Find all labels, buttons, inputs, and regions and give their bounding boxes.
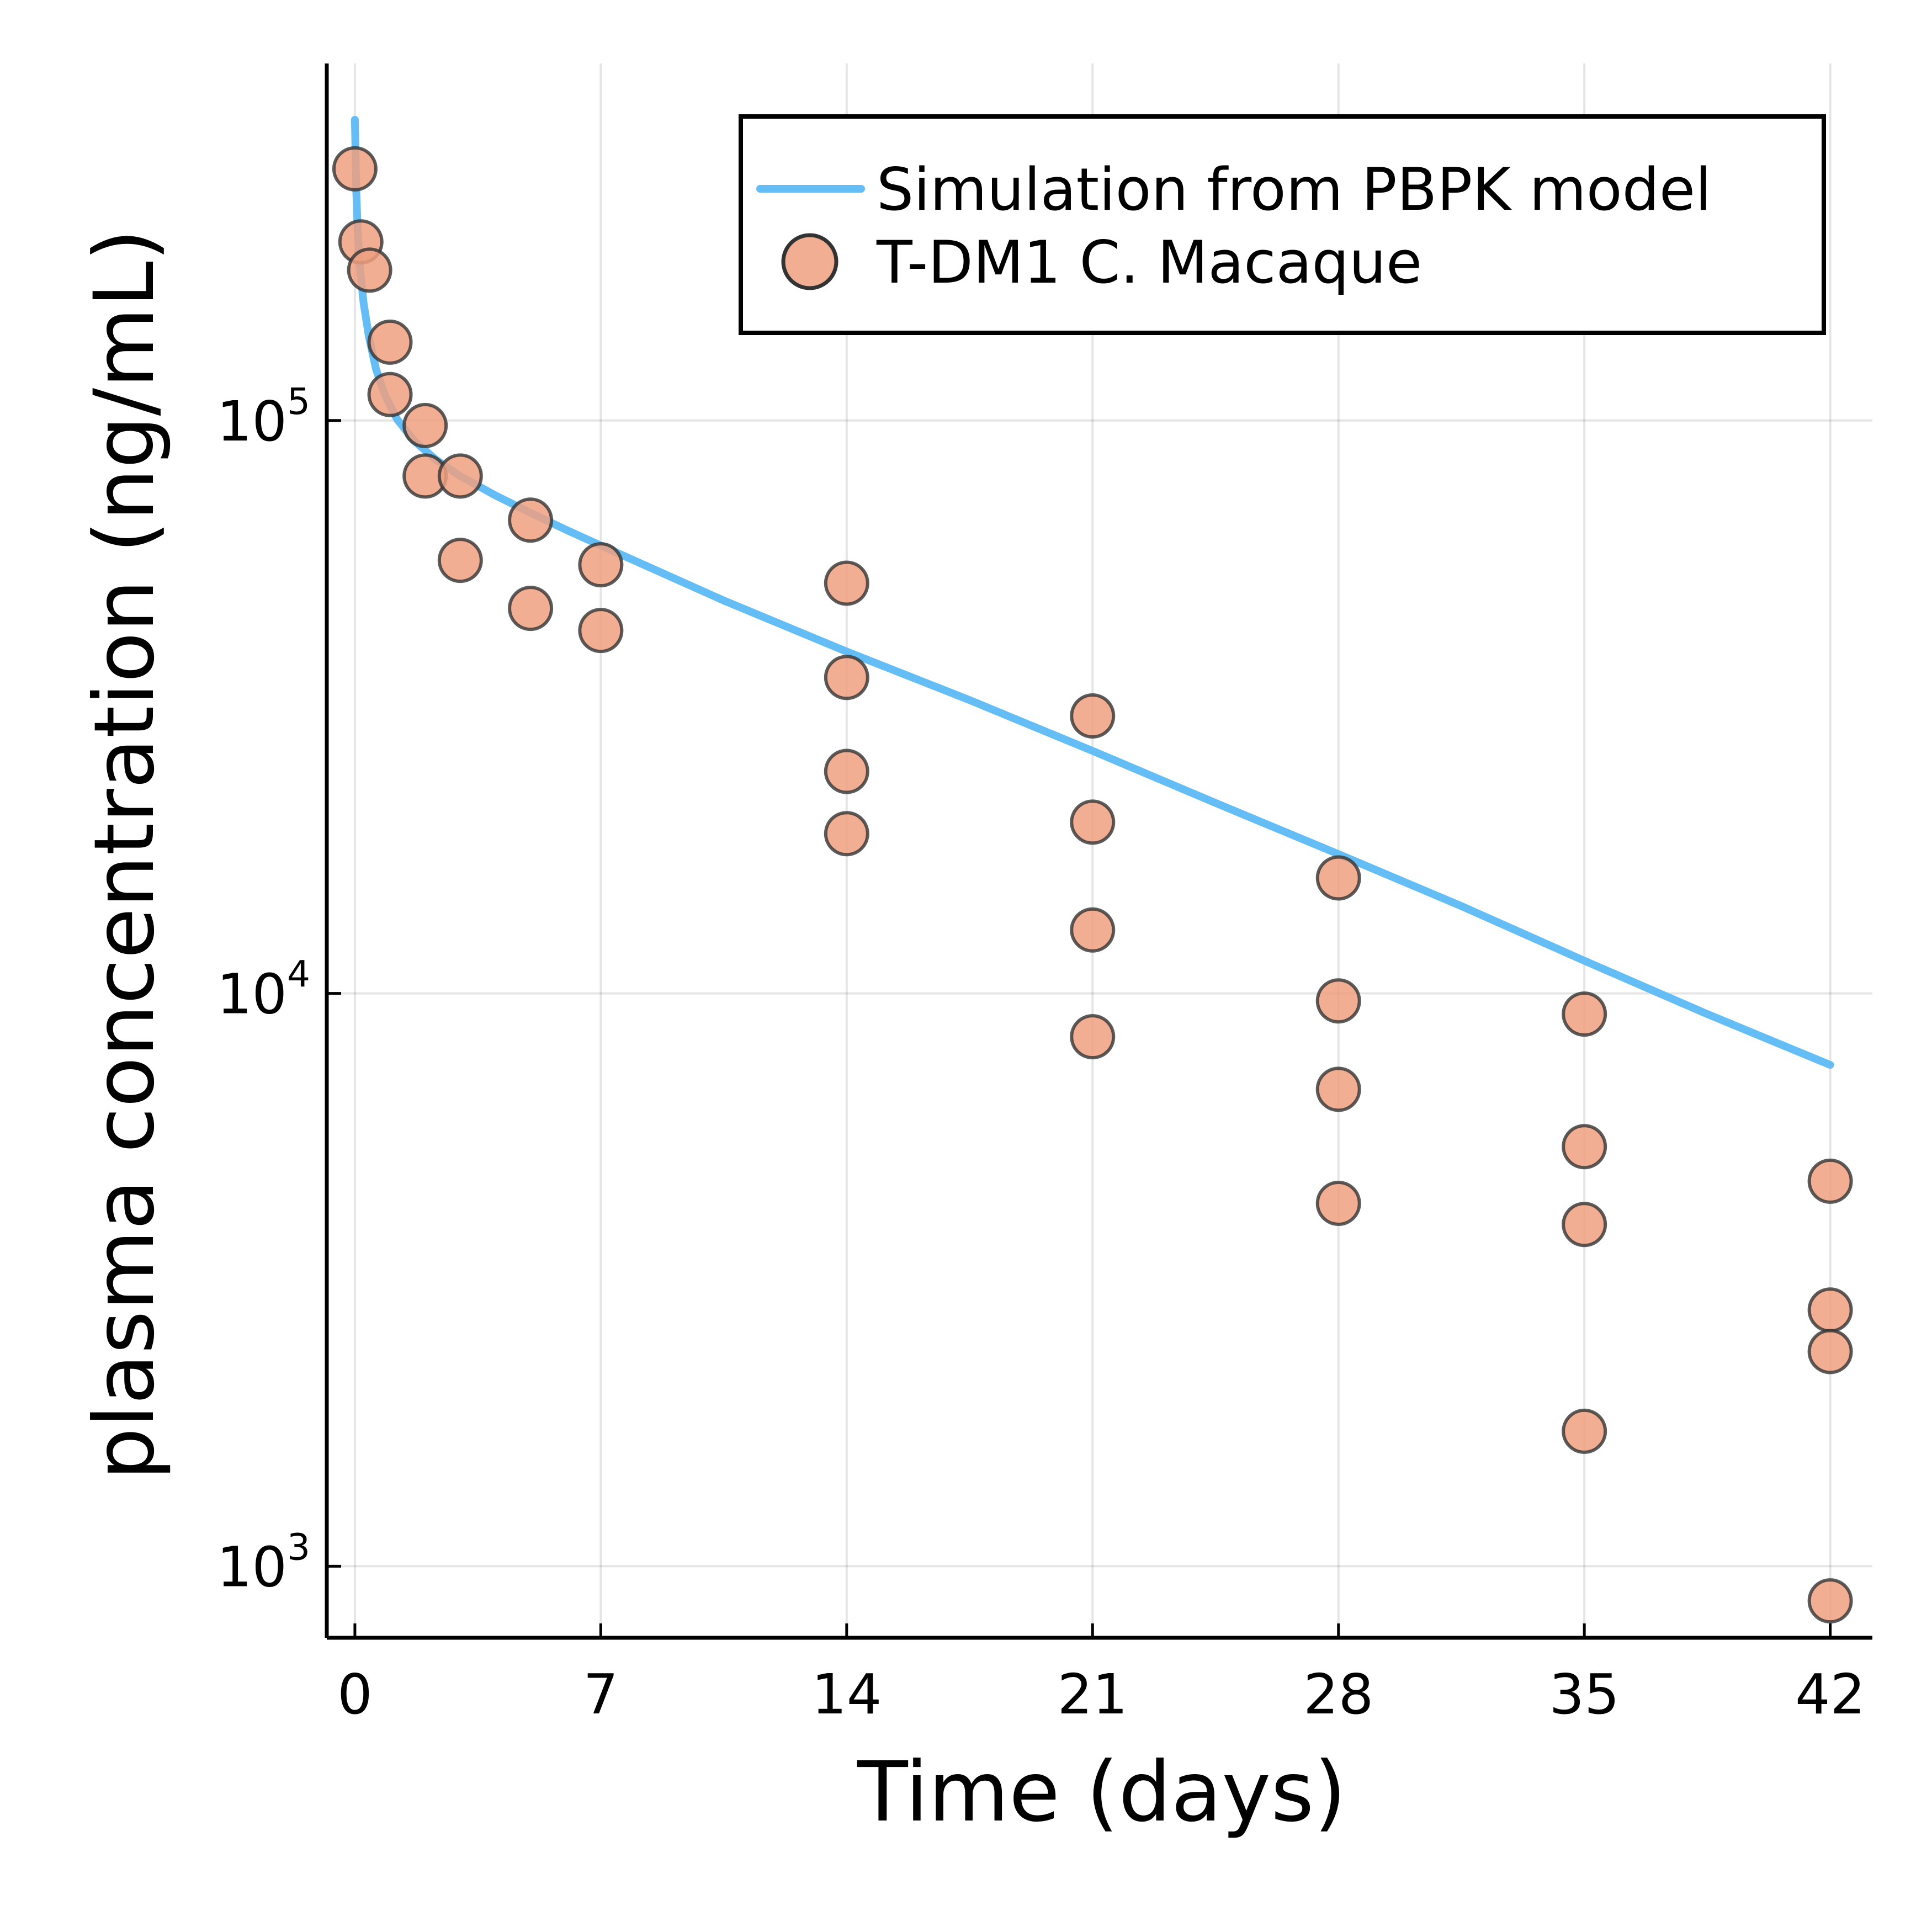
y-tick-base: 10: [217, 962, 287, 1027]
x-tick-label: 35: [1549, 1662, 1620, 1727]
data-point: [402, 402, 448, 448]
y-tick-label: 104: [217, 953, 310, 1027]
data-point: [508, 497, 554, 543]
legend-box: [739, 114, 1826, 335]
data-point: [437, 538, 483, 583]
legend-marker-swatch: [781, 233, 838, 290]
x-tick-label: 14: [811, 1662, 882, 1727]
data-point: [1315, 1066, 1361, 1112]
x-tick-label: 28: [1303, 1662, 1373, 1727]
data-point: [824, 560, 869, 606]
x-axis-title: Time (days): [857, 1744, 1346, 1840]
x-tick-label: 42: [1795, 1662, 1865, 1727]
series-line-layer: [351, 115, 1834, 1069]
data-point: [578, 608, 624, 654]
data-point: [824, 655, 869, 700]
simulation-line: [351, 115, 1834, 1069]
x-tick-label: 7: [583, 1662, 619, 1727]
data-point: [1070, 693, 1116, 739]
axes: [325, 63, 1872, 1640]
legend-label-simulation: Simulation from PBPK model: [877, 156, 1712, 224]
y-tick-label: 105: [217, 380, 310, 454]
data-point: [1562, 1202, 1607, 1248]
data-point: [367, 319, 413, 365]
data-point: [1807, 1578, 1853, 1624]
data-point: [1315, 978, 1361, 1024]
data-point: [347, 247, 392, 293]
x-tick-label: 0: [337, 1662, 373, 1727]
scatter-point-layer: [332, 146, 1853, 1624]
x-tick-label: 21: [1058, 1662, 1128, 1727]
data-point: [1807, 1158, 1853, 1204]
y-tick-exponent: 4: [287, 953, 310, 996]
data-point: [1562, 1124, 1607, 1170]
legend: Simulation from PBPK model T-DM1 C. Maca…: [739, 114, 1826, 335]
data-point: [578, 542, 624, 588]
data-point: [367, 371, 413, 417]
y-axis-title: plasma concentration (ng/mL): [77, 229, 173, 1480]
data-point: [437, 453, 483, 499]
data-point: [332, 146, 378, 192]
y-tick-base: 10: [217, 389, 287, 454]
y-tick-label: 103: [217, 1526, 310, 1599]
y-tick-exponent: 5: [287, 380, 310, 423]
data-point: [1807, 1329, 1853, 1374]
data-point: [1562, 991, 1607, 1037]
data-point: [508, 586, 554, 631]
data-point: [1562, 1408, 1607, 1454]
data-point: [1315, 855, 1361, 901]
legend-label-observed: T-DM1 C. Macaque: [876, 229, 1422, 296]
y-tick-base: 10: [217, 1535, 287, 1599]
data-point: [1070, 1014, 1116, 1060]
data-point: [1315, 1180, 1361, 1226]
data-point: [824, 811, 869, 857]
data-point: [1807, 1287, 1853, 1333]
data-point: [824, 749, 869, 794]
y-tick-exponent: 3: [287, 1526, 310, 1568]
data-point: [1070, 907, 1116, 953]
data-point: [1070, 799, 1116, 845]
